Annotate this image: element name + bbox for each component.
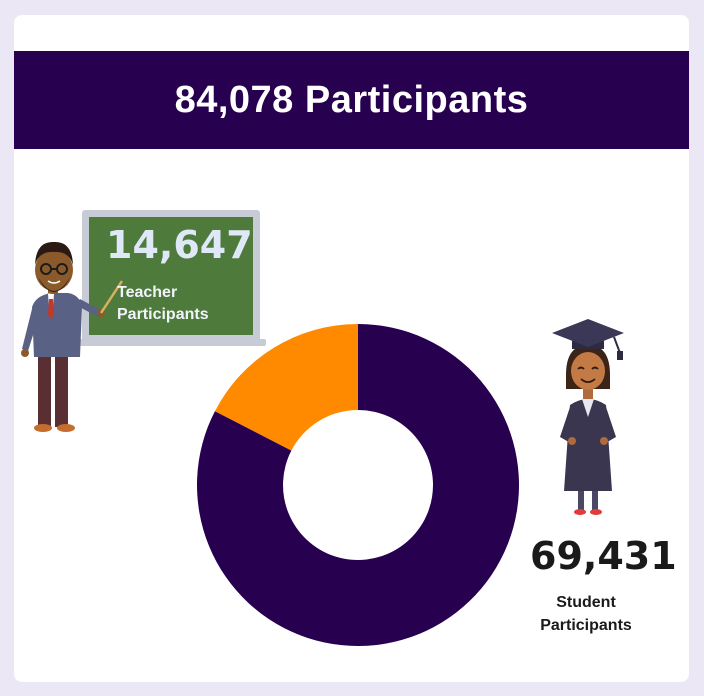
teacher-label-line-1: Teacher (117, 284, 178, 301)
donut-slice-teacher (214, 324, 358, 451)
participants-donut-chart (196, 324, 519, 646)
student-count-label: Student Participants (526, 591, 646, 637)
student-label-line-1: Student (556, 594, 616, 611)
participants-card: 84,078 Participants (14, 15, 689, 682)
page-title: 84,078 Participants (174, 78, 529, 121)
teacher-count-label: Teacher Participants (117, 282, 247, 326)
student-illustration (552, 319, 624, 515)
student-label-line-2: Participants (540, 617, 632, 634)
teacher-count-value: 14,647 (106, 223, 253, 267)
header-banner: 84,078 Participants (14, 51, 689, 149)
illustration-layer (21, 210, 624, 646)
donut-slice-student (196, 324, 519, 646)
teacher-illustration (21, 241, 124, 432)
chalkboard-illustration (76, 210, 266, 346)
teacher-label-line-2: Participants (117, 306, 209, 323)
student-count-value: 69,431 (530, 534, 677, 578)
